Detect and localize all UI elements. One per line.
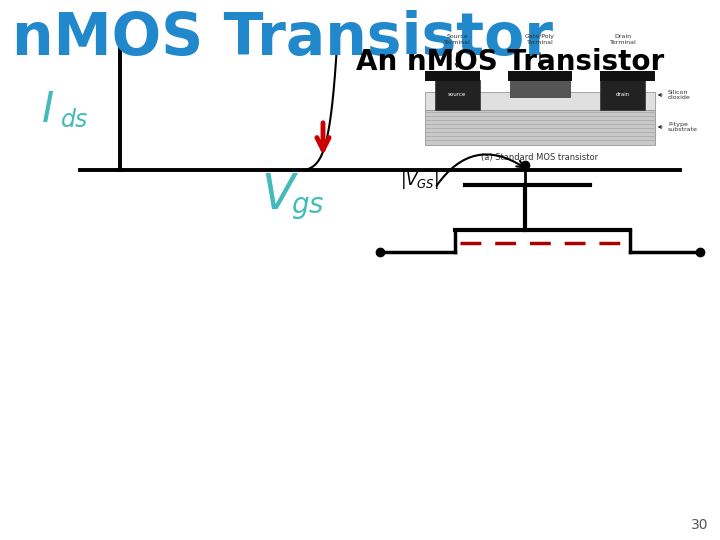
Text: drain: drain [616,92,630,98]
Text: Source
Terminal: Source Terminal [444,34,470,45]
Text: source: source [448,92,466,98]
Bar [508,71,572,81]
Bar [600,71,655,81]
Text: nMOS Transistor: nMOS Transistor [12,10,553,67]
Text: $\mathit{ds}$: $\mathit{ds}$ [60,108,89,132]
Text: $\it{I}$: $\it{I}$ [42,89,55,131]
Bar [435,80,480,110]
Bar [425,71,480,81]
Text: An nMOS Transistor: An nMOS Transistor [356,48,664,76]
Text: (a) Standard MOS transistor: (a) Standard MOS transistor [482,153,598,162]
Bar [425,110,655,145]
Text: Drain
Terminal: Drain Terminal [610,34,636,45]
Text: $\mathit{gs}$: $\mathit{gs}$ [292,193,325,221]
Text: Gate/Poly
Terminal: Gate/Poly Terminal [525,34,555,45]
Text: 30: 30 [690,518,708,532]
Bar [510,81,570,97]
Text: $|V_{GS}|$: $|V_{GS}|$ [400,169,439,191]
Bar [600,80,645,110]
Text: $\it{V}$: $\it{V}$ [261,171,299,219]
Bar [425,92,655,110]
Text: Silicon
dioxide: Silicon dioxide [668,90,690,100]
Text: P-type
substrate: P-type substrate [668,122,698,132]
